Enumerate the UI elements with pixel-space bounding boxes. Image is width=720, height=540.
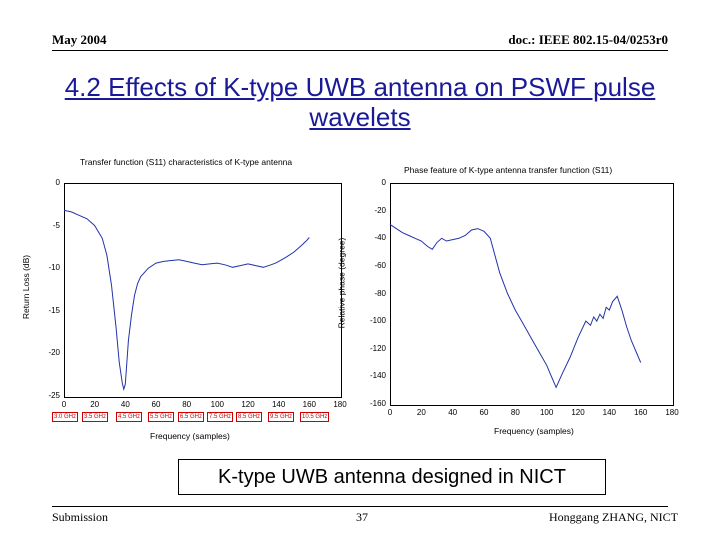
chart-2-xtick-label: 40 bbox=[448, 408, 458, 417]
chart-1-xtick-label: 120 bbox=[241, 400, 255, 409]
footer-page-number: 37 bbox=[356, 510, 368, 524]
chart-2-plot-area bbox=[390, 183, 674, 406]
chart-1-ytick-label: 0 bbox=[55, 178, 60, 187]
header-divider bbox=[52, 50, 668, 51]
chart-2-xtick-label: 140 bbox=[602, 408, 616, 417]
chart-1-series-line bbox=[63, 209, 310, 392]
footer-divider bbox=[52, 506, 668, 507]
chart-1-frequency-tag: 5.5 GHz bbox=[148, 412, 175, 422]
chart-2-ytick-label: -100 bbox=[369, 316, 386, 326]
caption-box: K-type UWB antenna designed in NICT bbox=[178, 459, 606, 495]
chart-1-xtick-label: 180 bbox=[333, 400, 347, 409]
chart-2-ytick-label: -160 bbox=[369, 399, 386, 408]
chart-2-ytick-label: -60 bbox=[374, 260, 386, 270]
chart-1-frequency-tag: 3.0 GHz bbox=[52, 412, 79, 422]
chart-1-ytick-label: -20 bbox=[48, 348, 60, 358]
chart-2-ytick-label: -120 bbox=[369, 343, 386, 353]
chart-2-xtick-label: 20 bbox=[416, 408, 426, 417]
chart-2-xtick-label: 100 bbox=[539, 408, 554, 417]
chart-1-frequency-tag: 10.5 GHz bbox=[300, 412, 330, 422]
chart-2-ytick-label: -20 bbox=[374, 205, 386, 215]
header-doc-number: doc.: IEEE 802.15-04/0253r0 bbox=[508, 32, 668, 47]
chart-1-frequency-tag: 6.5 GHz bbox=[178, 412, 205, 422]
chart-1-xtick-label: 0 bbox=[61, 400, 67, 409]
chart-1-plot-area bbox=[64, 183, 342, 398]
chart-2-series-line bbox=[389, 223, 642, 389]
chart-1-frequency-tag: 4.5 GHz bbox=[116, 412, 143, 422]
header-date: May 2004 bbox=[52, 32, 107, 47]
chart-2-xtick-label: 60 bbox=[479, 408, 489, 417]
chart-1-xtick-label: 40 bbox=[120, 400, 130, 409]
chart-2-ytick-label: -140 bbox=[369, 371, 386, 381]
chart-1-ytick-label: -25 bbox=[48, 391, 60, 400]
chart-1-frequency-tag: 7.5 GHz bbox=[207, 412, 234, 422]
footer-submission: Submission bbox=[52, 510, 109, 524]
chart-1-xtick-label: 80 bbox=[182, 400, 192, 409]
chart-2-xtick-label: 80 bbox=[510, 408, 520, 417]
footer-author: Honggang ZHANG, NICT bbox=[549, 510, 678, 524]
chart-1-frequency-tag: 8.5 GHz bbox=[236, 412, 263, 422]
chart-2-xlabel: Frequency (samples) bbox=[494, 426, 574, 436]
chart-2-xtick-label: 120 bbox=[571, 408, 585, 417]
chart-1-title: Transfer function (S11) characteristics … bbox=[80, 157, 293, 167]
chart-2-title: Phase feature of K-type antenna transfer… bbox=[404, 165, 613, 175]
chart-1-xtick-label: 140 bbox=[271, 400, 286, 409]
chart-1-xlabel: Frequency (samples) bbox=[150, 431, 230, 441]
chart-1-frequency-tag: 3.5 GHz bbox=[82, 412, 109, 422]
chart-1-xtick-label: 160 bbox=[302, 400, 316, 409]
chart-1-frequency-tag: 9.5 GHz bbox=[268, 412, 295, 422]
chart-2-ytick-label: -40 bbox=[374, 233, 386, 243]
chart-1-xtick-label: 20 bbox=[90, 400, 100, 409]
chart-1-xtick-label: 100 bbox=[210, 400, 224, 409]
slide-title: 4.2 Effects of K-type UWB antenna on PSW… bbox=[64, 72, 656, 132]
chart-1-ytick-label: -5 bbox=[52, 220, 60, 230]
chart-2-ytick-label: 0 bbox=[381, 178, 386, 187]
chart-1-ytick-label: -15 bbox=[48, 305, 60, 315]
chart-1-xtick-label: 60 bbox=[151, 400, 161, 409]
chart-1-ytick-label: -10 bbox=[48, 263, 60, 273]
chart-2-ytick-label: -80 bbox=[374, 288, 386, 298]
chart-2-xtick-label: 160 bbox=[633, 408, 648, 417]
chart-2-xtick-label: 0 bbox=[387, 408, 393, 417]
chart-2-xtick-label: 180 bbox=[665, 408, 679, 417]
